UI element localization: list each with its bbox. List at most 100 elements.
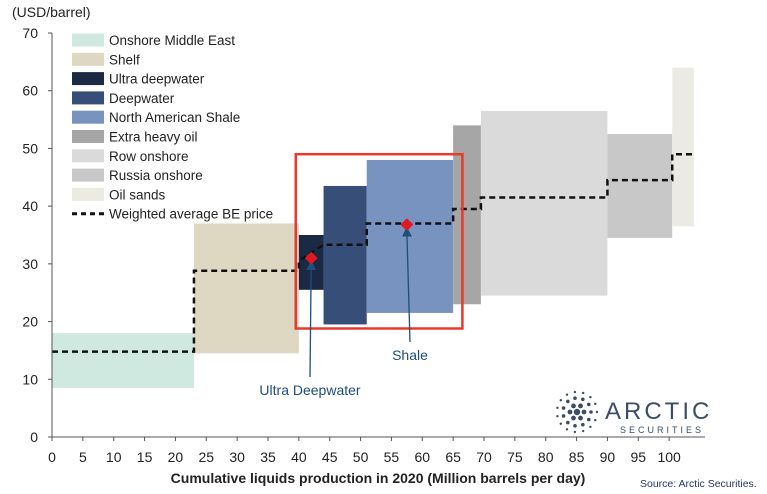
- legend-item-shelf: Shelf: [72, 52, 140, 67]
- y-tick-label: 0: [30, 429, 38, 445]
- legend-label: Onshore Middle East: [109, 33, 235, 48]
- x-tick-label: 10: [106, 449, 122, 465]
- x-tick-label: 95: [630, 449, 646, 465]
- logo-dot: [565, 393, 569, 396]
- logo-dot: [589, 395, 592, 399]
- logo-dot: [581, 429, 585, 433]
- logo-dot: [595, 410, 599, 414]
- arctic-logo: ARCTIC SECURITIES: [556, 390, 712, 435]
- legend-label: Extra heavy oil: [109, 130, 198, 145]
- legend-item-russia-onshore: Russia onshore: [72, 168, 203, 183]
- logo-dot: [556, 414, 559, 418]
- legend-label: Row onshore: [109, 149, 189, 164]
- y-tick-label: 60: [22, 83, 38, 99]
- segment-shelf: [193, 223, 299, 354]
- logo-dot: [581, 409, 587, 415]
- x-tick-label: 35: [260, 449, 276, 465]
- legend-label: Russia onshore: [109, 168, 203, 183]
- segment-extra-heavy-oil: [453, 125, 481, 305]
- logo-dot: [561, 414, 566, 418]
- logo-dot: [573, 430, 577, 434]
- x-tick-label: 80: [538, 449, 554, 465]
- logo-dot: [578, 415, 583, 421]
- segment-russia-onshore: [607, 134, 673, 238]
- y-tick-label: 70: [22, 25, 38, 41]
- legend-swatch: [72, 130, 104, 143]
- x-tick-label: 65: [445, 449, 461, 465]
- logo-dot: [589, 425, 592, 429]
- logo-dot: [578, 403, 583, 409]
- logo-dot: [594, 418, 597, 422]
- series-weighted-average-line: [52, 152, 694, 353]
- logo-dot: [567, 409, 573, 415]
- annotation-arrow: [306, 260, 317, 378]
- x-tick-label: 100: [657, 449, 681, 465]
- legend-swatch: [72, 33, 104, 47]
- legend-item-extra-heavy-oil: Extra heavy oil: [72, 130, 198, 145]
- x-axis-title: Cumulative liquids production in 2020 (M…: [171, 470, 586, 486]
- x-tick-label: 50: [353, 449, 369, 465]
- legend-swatch: [72, 72, 104, 86]
- x-tick-label: 45: [322, 449, 338, 465]
- logo-dot: [566, 420, 570, 425]
- legend-item-deepwater: Deepwater: [72, 91, 175, 106]
- legend-item-weighted-average-be-price: Weighted average BE price: [72, 207, 273, 222]
- logo-dot: [589, 410, 593, 414]
- logo-dot: [581, 391, 585, 395]
- legend-swatch: [72, 91, 104, 105]
- source-note: Source: Arctic Securities.: [640, 478, 757, 490]
- logo-dot: [581, 397, 585, 402]
- segment-row-onshore: [480, 110, 608, 296]
- x-tick-label: 55: [384, 449, 400, 465]
- legend-item-north-american-shale: North American Shale: [72, 110, 240, 125]
- logo-dot: [565, 428, 569, 431]
- legend-swatch: [72, 149, 104, 163]
- annotation-arrow: [402, 226, 412, 343]
- legend-swatch: [72, 187, 104, 201]
- legend-item-row-onshore: Row onshore: [72, 149, 189, 164]
- x-tick-label: 15: [137, 449, 153, 465]
- segment-oil-sands: [672, 67, 694, 227]
- y-tick-label: 50: [22, 140, 38, 156]
- y-axis-title: (USD/barrel): [12, 4, 91, 20]
- x-tick-label: 40: [291, 449, 307, 465]
- legend-label: Ultra deepwater: [109, 72, 205, 87]
- logo-dot: [573, 424, 577, 428]
- annotation-label-shale: Shale: [392, 347, 428, 363]
- y-tick-label: 20: [22, 314, 38, 330]
- logo-dot: [571, 403, 576, 409]
- legend-item-oil-sands: Oil sands: [72, 187, 166, 202]
- logo-dot: [573, 390, 577, 394]
- annotation-marker: [400, 218, 414, 231]
- y-tick-label: 10: [22, 371, 38, 387]
- logo-dot: [559, 399, 563, 402]
- logo-dot: [573, 408, 581, 416]
- legend-swatch: [72, 110, 104, 124]
- logo-dot: [594, 402, 597, 406]
- segment-onshore-middle-east: [52, 333, 194, 388]
- y-tick-label: 30: [22, 256, 38, 272]
- x-tick-label: 60: [414, 449, 430, 465]
- y-tick-label: 40: [22, 198, 38, 214]
- x-tick-label: 25: [198, 449, 214, 465]
- x-tick-label: 85: [569, 449, 585, 465]
- highlight-box: [294, 152, 464, 330]
- legend-label: Oil sands: [109, 187, 166, 202]
- legend-label: North American Shale: [109, 110, 240, 125]
- x-tick-label: 5: [79, 449, 87, 465]
- logo-dot: [566, 399, 570, 404]
- legend-label: Deepwater: [109, 91, 175, 106]
- legend-swatch: [72, 168, 104, 182]
- legend-item-ultra-deepwater: Ultra deepwater: [72, 72, 205, 87]
- logo-dot: [561, 406, 566, 410]
- legend-item-onshore-middle-east: Onshore Middle East: [72, 33, 235, 48]
- x-tick-label: 30: [229, 449, 245, 465]
- logo-dot: [581, 422, 585, 427]
- logo-dot: [556, 406, 559, 410]
- annotation-label-ultra-deepwater: Ultra Deepwater: [259, 382, 360, 398]
- legend-label: Shelf: [109, 52, 140, 67]
- logo-dot: [571, 415, 576, 421]
- logo-name: ARCTIC: [605, 398, 712, 425]
- logo-dot: [559, 422, 563, 425]
